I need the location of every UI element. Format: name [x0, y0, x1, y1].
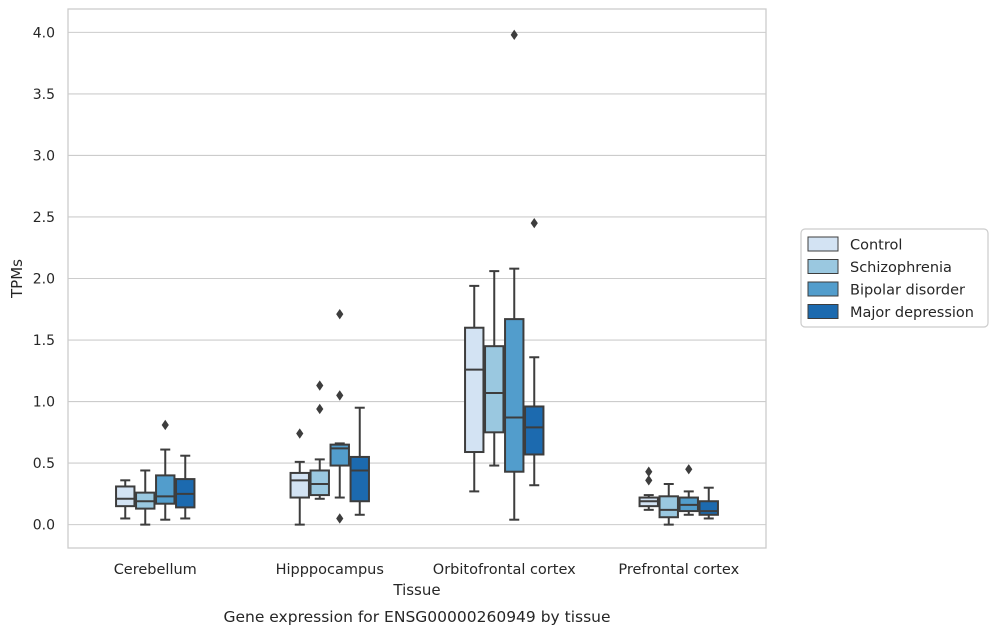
legend-swatch [807, 304, 839, 319]
x-tick-label: Cerebellum [114, 562, 197, 578]
box-major-depression [698, 486, 719, 520]
y-tick-label: 0.5 [33, 456, 55, 472]
x-tick-label: Hipppocampus [276, 562, 384, 578]
box-iqr [464, 326, 485, 454]
box-control [464, 284, 485, 493]
box-bipolar-disorder [329, 309, 350, 524]
y-tick-label: 4.0 [33, 25, 55, 41]
box-schizophrenia [309, 380, 330, 500]
outlier-point [336, 390, 344, 401]
y-tick-label: 3.5 [33, 87, 55, 103]
box-major-depression [175, 454, 196, 520]
box-iqr [524, 405, 545, 456]
y-tick-label: 2.0 [33, 272, 55, 288]
y-tick-label: 0.0 [33, 518, 55, 534]
box-bipolar-disorder [155, 419, 176, 521]
box-control [115, 479, 136, 520]
y-axis-label: TPMs [8, 259, 26, 299]
y-tick-labels: 0.0 0.5 1.0 1.5 2.0 2.5 3.0 3.5 4.0 [33, 25, 55, 533]
outlier-point [685, 464, 693, 475]
legend-swatch [807, 259, 839, 274]
legend-label: Control [850, 238, 902, 254]
box-bipolar-disorder [504, 29, 525, 521]
box-major-depression [524, 217, 545, 487]
box-iqr [658, 495, 679, 519]
outlier-point [336, 309, 344, 320]
box-iqr [329, 443, 350, 467]
y-tick-label: 1.0 [33, 395, 55, 411]
legend-swatch [807, 236, 839, 252]
x-axis-label: Tissue [392, 581, 440, 599]
box-major-depression [349, 406, 370, 516]
box-control [289, 428, 310, 526]
box-control [638, 466, 659, 511]
outlier-point [645, 475, 653, 486]
plot-frame [67, 8, 767, 549]
legend-label: Schizophrenia [850, 260, 952, 276]
outlier-point [161, 419, 169, 431]
box-iqr [309, 469, 330, 497]
legend-frame [800, 228, 989, 328]
outlier-point [316, 380, 324, 391]
outlier-point [530, 217, 538, 229]
box-iqr [698, 500, 719, 516]
box-schizophrenia [658, 483, 679, 526]
x-tick-label: Prefrontal cortex [618, 562, 739, 578]
box-iqr [349, 455, 370, 503]
box-schizophrenia [484, 270, 505, 467]
legend: Control Schizophrenia Bipolar disorder Majo… [800, 228, 989, 328]
box-iqr [504, 318, 525, 473]
box-iqr [484, 345, 505, 434]
outlier-point [296, 428, 304, 439]
box-iqr [115, 485, 136, 508]
outlier-point [336, 513, 344, 524]
box-iqr [155, 474, 176, 505]
legend-swatch [807, 281, 839, 297]
x-tick-label: Orbitofrontal cortex [433, 562, 576, 578]
legend-label: Major depression [850, 305, 974, 321]
outlier-point [645, 466, 653, 477]
y-tick-label: 1.5 [33, 333, 55, 349]
y-gridlines [68, 31, 766, 526]
legend-label: Bipolar disorder [850, 283, 965, 299]
outlier-point [510, 29, 518, 41]
box-schizophrenia [135, 469, 156, 526]
y-tick-label: 2.5 [33, 210, 55, 226]
box-bipolar-disorder [678, 464, 699, 516]
outlier-point [316, 403, 324, 415]
x-tick-labels: Cerebellum Hipppocampus Orbitofrontal cort… [114, 562, 740, 578]
box-iqr [289, 471, 310, 499]
box-series-group [115, 29, 719, 526]
y-tick-label: 3.0 [33, 148, 55, 164]
chart-title: Gene expression for ENSG00000260949 by t… [223, 608, 610, 626]
